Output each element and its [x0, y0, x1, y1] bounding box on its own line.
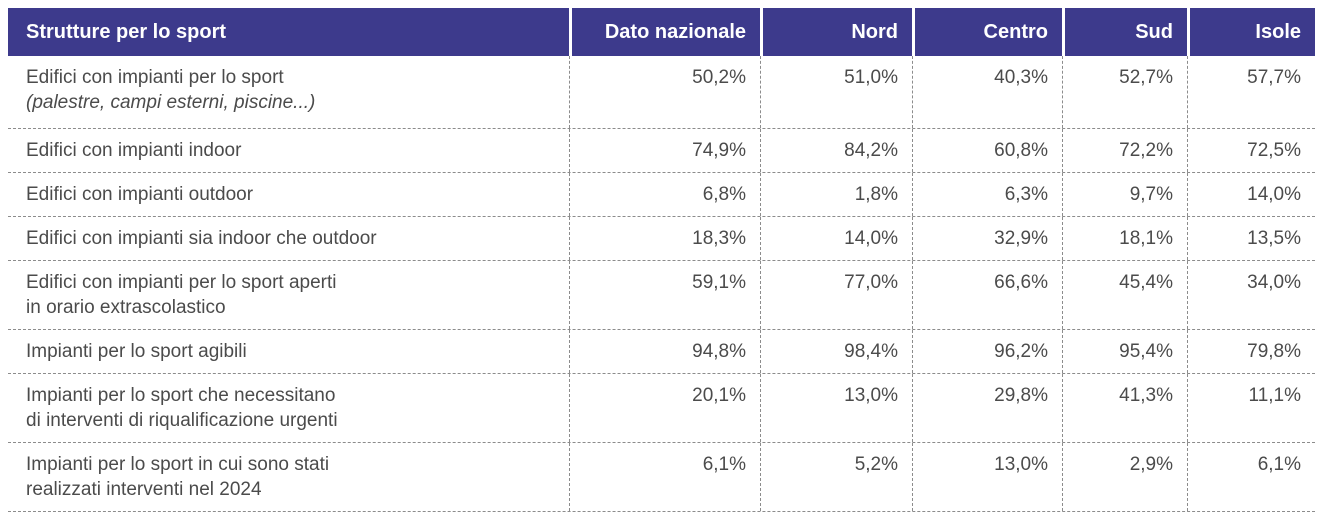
- value-cell-nord: 51,0%: [760, 56, 912, 128]
- value-cell-dato-nazionale: 59,1%: [569, 261, 760, 329]
- value-cell-centro: 13,0%: [912, 443, 1062, 511]
- row-label-line1: Edifici con impianti outdoor: [26, 184, 254, 205]
- row-label-line1: Edifici con impianti sia indoor che outd…: [26, 228, 377, 249]
- row-label-cell: Impianti per lo sport in cui sono stati …: [8, 443, 569, 511]
- value-cell-dato-nazionale: 74,9%: [569, 129, 760, 172]
- value-cell-sud: 72,2%: [1062, 129, 1187, 172]
- value-cell-dato-nazionale: 20,1%: [569, 374, 760, 442]
- value-cell-isole: 72,5%: [1187, 129, 1315, 172]
- header-col-sud: Sud: [1062, 8, 1187, 56]
- row-label-line2: realizzati interventi nel 2024: [26, 479, 262, 500]
- table-row: Edifici con impianti outdoor 6,8% 1,8% 6…: [8, 173, 1315, 217]
- row-label-cell: Impianti per lo sport agibili: [8, 330, 569, 373]
- row-label-line1: Impianti per lo sport agibili: [26, 341, 247, 362]
- row-label-line2: in orario extrascolastico: [26, 297, 226, 318]
- header-col-dato-nazionale: Dato nazionale: [569, 8, 760, 56]
- sport-structures-table: Strutture per lo sport Dato nazionale No…: [8, 8, 1315, 512]
- header-col-nord: Nord: [760, 8, 912, 56]
- table-row: Edifici con impianti per lo sport aperti…: [8, 261, 1315, 330]
- header-col-centro: Centro: [912, 8, 1062, 56]
- row-label-line1: Edifici con impianti per lo sport aperti: [26, 272, 337, 293]
- value-cell-centro: 32,9%: [912, 217, 1062, 260]
- value-cell-nord: 13,0%: [760, 374, 912, 442]
- table-row: Edifici con impianti sia indoor che outd…: [8, 217, 1315, 261]
- value-cell-isole: 79,8%: [1187, 330, 1315, 373]
- row-label-line2: di interventi di riqualificazione urgent…: [26, 410, 338, 431]
- row-label-cell: Edifici con impianti outdoor: [8, 173, 569, 216]
- table-row: Edifici con impianti indoor 74,9% 84,2% …: [8, 129, 1315, 173]
- value-cell-dato-nazionale: 18,3%: [569, 217, 760, 260]
- value-cell-isole: 57,7%: [1187, 56, 1315, 128]
- value-cell-sud: 95,4%: [1062, 330, 1187, 373]
- value-cell-centro: 40,3%: [912, 56, 1062, 128]
- row-label-line1: Edifici con impianti per lo sport: [26, 67, 284, 88]
- table-row: Impianti per lo sport che necessitano di…: [8, 374, 1315, 443]
- value-cell-dato-nazionale: 94,8%: [569, 330, 760, 373]
- value-cell-nord: 14,0%: [760, 217, 912, 260]
- value-cell-dato-nazionale: 50,2%: [569, 56, 760, 128]
- value-cell-nord: 1,8%: [760, 173, 912, 216]
- row-label-line1: Edifici con impianti indoor: [26, 140, 242, 161]
- value-cell-centro: 60,8%: [912, 129, 1062, 172]
- value-cell-sud: 9,7%: [1062, 173, 1187, 216]
- value-cell-nord: 5,2%: [760, 443, 912, 511]
- value-cell-sud: 52,7%: [1062, 56, 1187, 128]
- value-cell-dato-nazionale: 6,8%: [569, 173, 760, 216]
- value-cell-centro: 96,2%: [912, 330, 1062, 373]
- table-row: Impianti per lo sport in cui sono stati …: [8, 443, 1315, 512]
- row-label-cell: Edifici con impianti sia indoor che outd…: [8, 217, 569, 260]
- value-cell-isole: 14,0%: [1187, 173, 1315, 216]
- table-row: Edifici con impianti per lo sport (pales…: [8, 56, 1315, 129]
- value-cell-isole: 13,5%: [1187, 217, 1315, 260]
- value-cell-nord: 84,2%: [760, 129, 912, 172]
- value-cell-isole: 11,1%: [1187, 374, 1315, 442]
- row-label-cell: Impianti per lo sport che necessitano di…: [8, 374, 569, 442]
- value-cell-nord: 98,4%: [760, 330, 912, 373]
- value-cell-sud: 45,4%: [1062, 261, 1187, 329]
- row-label-cell: Edifici con impianti per lo sport aperti…: [8, 261, 569, 329]
- header-title: Strutture per lo sport: [26, 20, 227, 43]
- value-cell-sud: 18,1%: [1062, 217, 1187, 260]
- value-cell-centro: 6,3%: [912, 173, 1062, 216]
- value-cell-isole: 6,1%: [1187, 443, 1315, 511]
- value-cell-nord: 77,0%: [760, 261, 912, 329]
- header-col-isole: Isole: [1187, 8, 1315, 56]
- row-label-cell: Edifici con impianti indoor: [8, 129, 569, 172]
- row-label-cell: Edifici con impianti per lo sport (pales…: [8, 56, 569, 128]
- table-row: Impianti per lo sport agibili 94,8% 98,4…: [8, 330, 1315, 374]
- value-cell-sud: 2,9%: [1062, 443, 1187, 511]
- value-cell-isole: 34,0%: [1187, 261, 1315, 329]
- value-cell-centro: 66,6%: [912, 261, 1062, 329]
- value-cell-centro: 29,8%: [912, 374, 1062, 442]
- table-header-row: Strutture per lo sport Dato nazionale No…: [8, 8, 1315, 56]
- row-label-line1: Impianti per lo sport in cui sono stati: [26, 454, 330, 475]
- row-label-line1: Impianti per lo sport che necessitano: [26, 385, 336, 406]
- value-cell-dato-nazionale: 6,1%: [569, 443, 760, 511]
- value-cell-sud: 41,3%: [1062, 374, 1187, 442]
- row-label-line2: (palestre, campi esterni, piscine...): [26, 92, 316, 113]
